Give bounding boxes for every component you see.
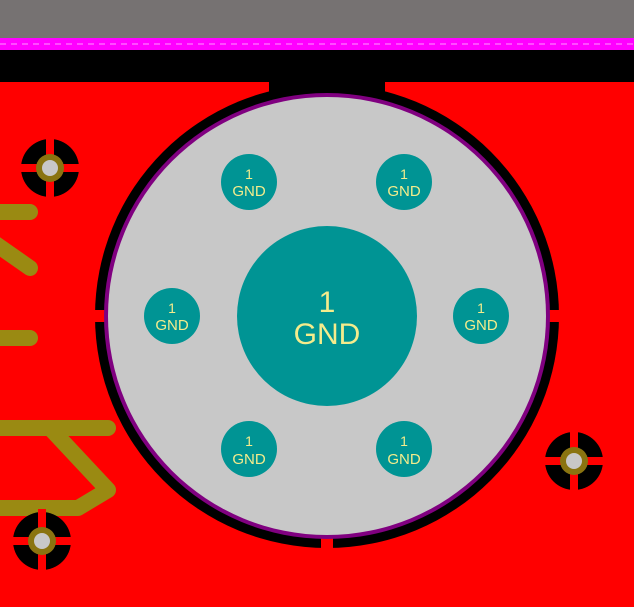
center-pad-circle [237,226,417,406]
stitch-via-upper-left[interactable] [18,136,82,200]
pad-number: 1 [400,433,408,449]
pad-circle [453,288,509,344]
via-pad-right[interactable]: 1 GND [453,288,509,344]
via-pad-top-right[interactable]: 1 GND [376,154,432,210]
pad-net: GND [387,451,421,468]
right-spoke [546,310,566,322]
pad-circle [221,154,277,210]
top-gap [269,82,385,94]
via-pad-bottom-left[interactable]: 1 GND [221,421,277,477]
edge-clearance [0,50,634,82]
pad-number: 1 [245,166,253,182]
pad-circle [376,154,432,210]
stitch-via-lower-left[interactable] [10,509,74,573]
pad-net: GND [387,183,421,200]
pad-net: GND [464,317,498,334]
traces [0,204,116,516]
left-spoke [88,310,108,322]
center-pad-number: 1 [319,286,336,319]
via-pad-bottom-right[interactable]: 1 GND [376,421,432,477]
pad-circle [144,288,200,344]
stitch-via-right[interactable] [542,429,606,493]
via-pad-top-left[interactable]: 1 GND [221,154,277,210]
center-pad-net: GND [294,318,361,351]
pad-number: 1 [168,300,176,316]
pad-number: 1 [477,300,485,316]
keepout-line [0,38,634,50]
pad-number: 1 [400,166,408,182]
bottom-spoke [321,536,333,556]
pad-circle [221,421,277,477]
via-hole [42,160,58,176]
pad-net: GND [232,451,266,468]
pad-circle [376,421,432,477]
thermal-spokes [88,82,566,556]
pad-net: GND [232,183,266,200]
trace [0,237,38,276]
center-pad[interactable]: 1 GND [237,226,417,406]
trace [0,420,116,516]
via-hole [34,533,50,549]
board-edge-strip [0,0,634,40]
pad-number: 1 [245,433,253,449]
via-hole [566,453,582,469]
via-pad-left[interactable]: 1 GND [144,288,200,344]
pad-net: GND [155,317,189,334]
